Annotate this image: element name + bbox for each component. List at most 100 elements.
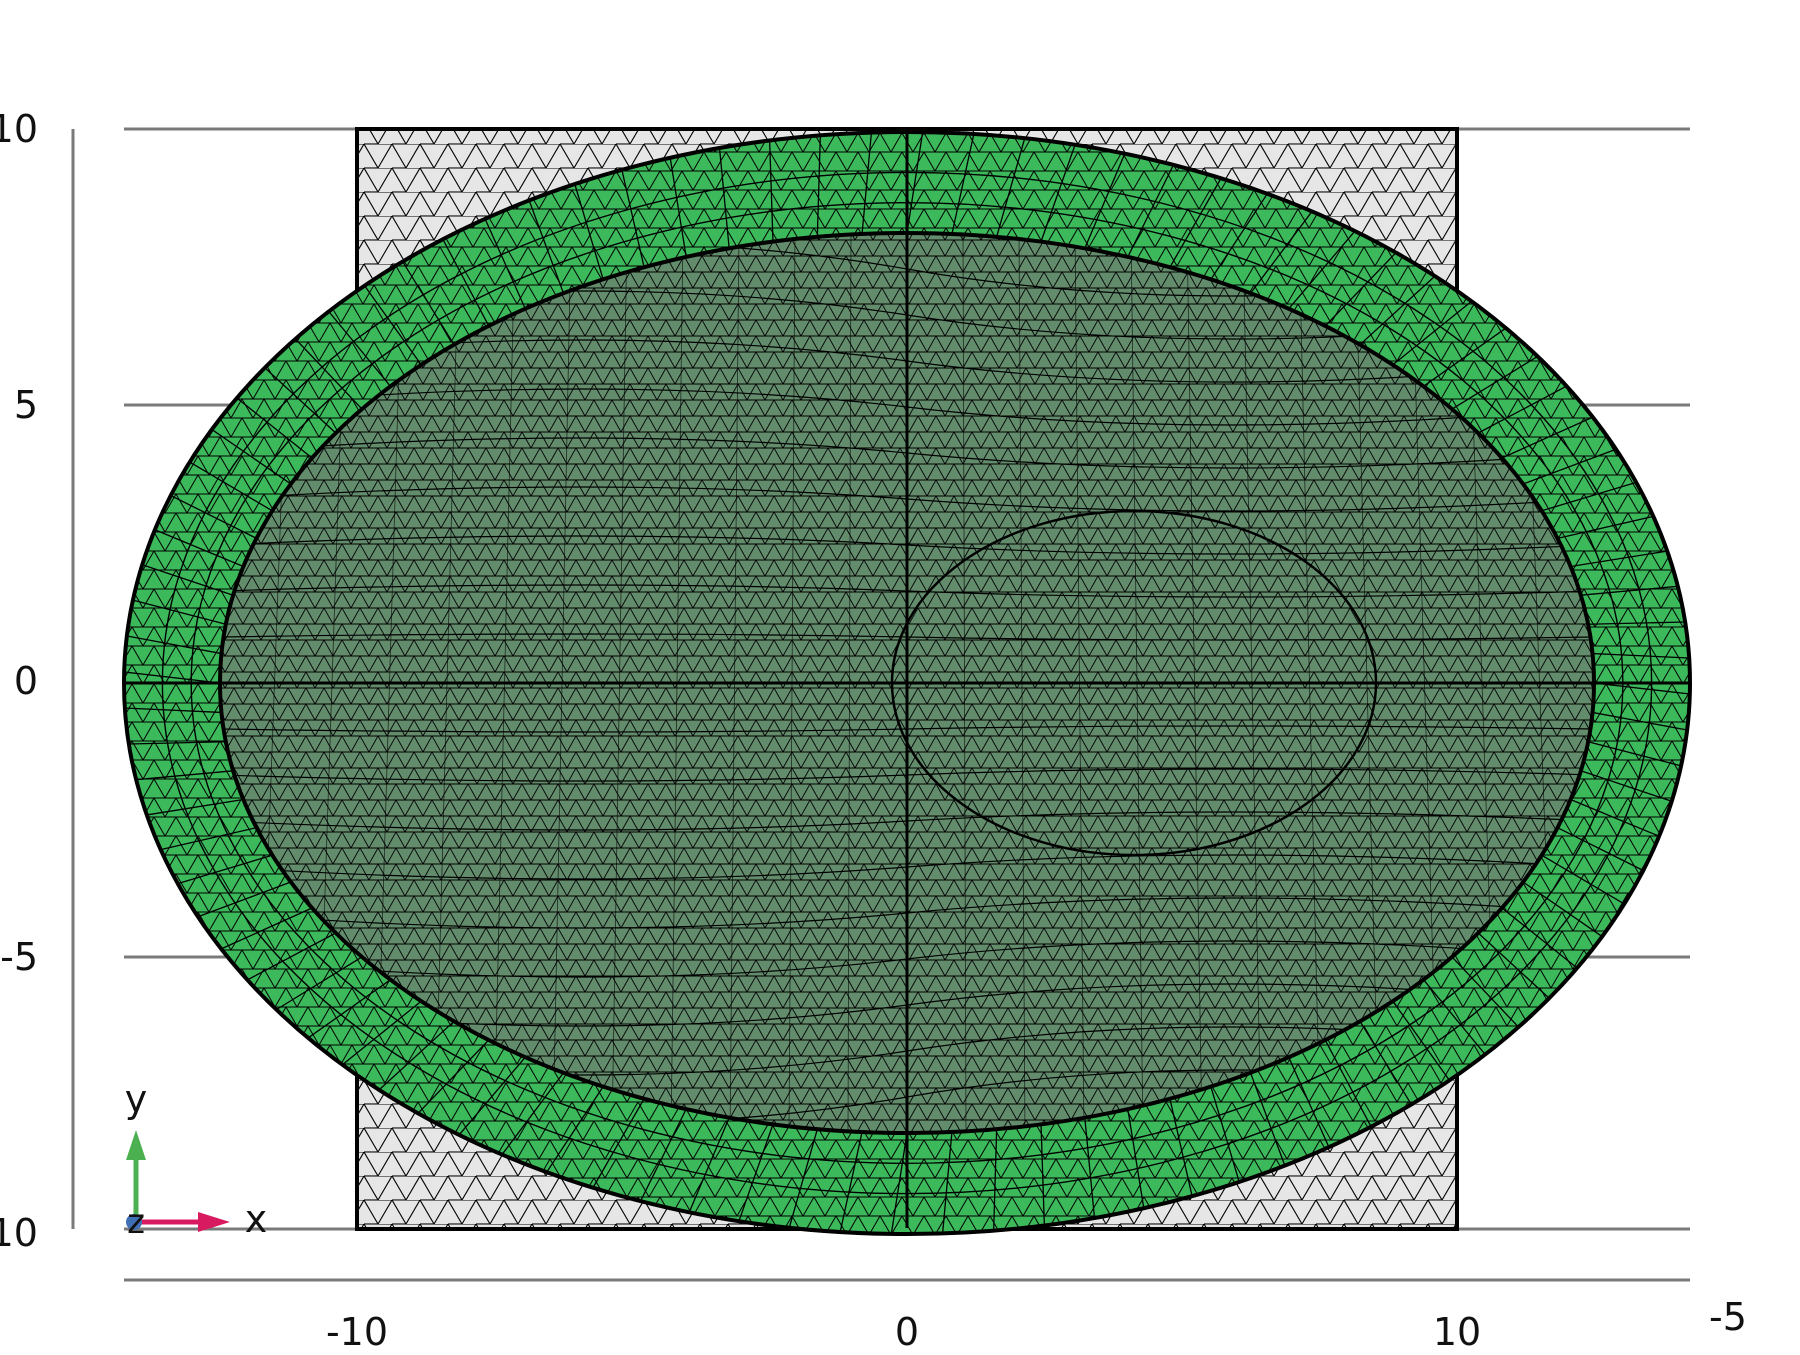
mesh-edge [688, 1117, 730, 1213]
mesh-edge [417, 1039, 490, 1114]
x-axis-arrow-icon [198, 1212, 230, 1232]
mesh-edge [189, 461, 273, 512]
mesh-edge [124, 671, 221, 684]
mesh-edge [142, 564, 234, 596]
mesh-edge [639, 1108, 687, 1202]
mesh-edge [484, 218, 526, 310]
mesh-edge [124, 707, 222, 714]
mesh-edge [1359, 1020, 1412, 1105]
mesh-edge [788, 1128, 818, 1228]
mesh-edge [402, 261, 455, 346]
mesh-edge [1288, 230, 1356, 310]
mesh-edge [993, 1129, 998, 1231]
x-tick-label: 10 [1433, 1310, 1481, 1350]
mesh-edge [177, 854, 273, 885]
mesh-edge [236, 397, 313, 459]
z-axis-dot-icon [126, 1214, 142, 1230]
mesh-edge [592, 1098, 645, 1189]
mesh-edge [718, 147, 730, 249]
mesh-edge [307, 979, 391, 1039]
mesh-edge [1127, 164, 1175, 258]
mesh-edge [528, 200, 565, 294]
mesh-edge [1592, 711, 1688, 731]
mesh-edge [1501, 416, 1594, 459]
mesh-edge [1541, 481, 1637, 512]
mesh-edge [1592, 652, 1690, 659]
mesh-edge [1169, 1098, 1193, 1197]
mesh-edge [1392, 1000, 1451, 1081]
mesh-edge [1210, 193, 1268, 280]
mesh-edge [276, 956, 363, 1011]
mesh-edge [458, 1056, 526, 1136]
mesh-edge [1522, 448, 1617, 485]
mesh-edge [1557, 827, 1644, 872]
corner-tick-label: -5 [1709, 1295, 1747, 1339]
triad-z-label: z [127, 1202, 145, 1242]
mesh-edge [890, 1132, 908, 1234]
mesh-edge [220, 907, 313, 950]
mesh-edge [1040, 144, 1076, 242]
mesh-edge [1084, 153, 1126, 249]
mesh-edge [264, 367, 337, 434]
mesh-edge [1392, 300, 1473, 366]
mesh-edge [1169, 177, 1222, 268]
mesh-edge [1541, 854, 1625, 905]
mesh-edge [1451, 956, 1520, 1028]
mesh-edge [136, 770, 234, 781]
mesh-edge [1587, 741, 1682, 767]
mesh-edge [1423, 979, 1486, 1055]
mesh-edge [1570, 550, 1668, 568]
mesh-edge [574, 183, 604, 280]
mesh-edge [951, 133, 975, 235]
mesh-edge [128, 741, 226, 745]
mesh-edge [941, 1131, 953, 1234]
mesh-edge [442, 238, 490, 327]
orientation-triad: y x z [125, 1077, 268, 1242]
mesh-edge [197, 881, 292, 918]
mesh-edge [1249, 1072, 1286, 1166]
mesh-edge [1477, 385, 1567, 434]
y-tick-label: 0 [14, 659, 38, 703]
y-tick-label: -10 [0, 1211, 38, 1255]
mesh-edge [1324, 1039, 1372, 1128]
mesh-edge [546, 1086, 604, 1173]
mesh-edge [861, 132, 873, 235]
mesh-edge [1451, 355, 1538, 410]
mesh-edge [738, 1124, 774, 1222]
mesh-edge [1593, 682, 1690, 695]
mesh-edge [621, 169, 645, 268]
y-tick-label: 5 [14, 383, 38, 427]
mesh-edge [1580, 770, 1672, 802]
mesh-edge [1557, 515, 1654, 539]
mesh-edge [247, 932, 337, 981]
mesh-edge [1127, 1109, 1145, 1209]
mesh-edge [1580, 585, 1678, 596]
mesh-edge [501, 1072, 565, 1155]
mesh-edge [1588, 621, 1686, 625]
x-tick-label: -10 [326, 1310, 388, 1350]
mesh-edge [1359, 275, 1436, 346]
mesh-edge [328, 311, 391, 387]
mesh-edge [341, 1000, 422, 1066]
mesh-edge [132, 599, 227, 625]
mesh-edge [906, 132, 924, 234]
mesh-edge [1040, 1124, 1046, 1226]
x-tick-label: 0 [895, 1310, 919, 1350]
y-tick-labels: 10 5 0 -5 -10 [0, 107, 38, 1255]
mesh-edge [170, 494, 257, 539]
mesh-edge [996, 138, 1026, 238]
mesh-edge [1522, 881, 1603, 938]
mesh-edge [1501, 907, 1578, 969]
mesh-edge [1288, 1056, 1330, 1148]
y-axis-arrow-icon [126, 1130, 146, 1160]
mesh-edge [816, 135, 821, 237]
mesh-edge [1477, 932, 1550, 999]
mesh-edge [1249, 211, 1313, 294]
mesh-edge [1210, 1086, 1240, 1183]
mesh-edge [160, 827, 257, 851]
mesh-edge [154, 529, 244, 568]
mesh-edge [1423, 327, 1507, 387]
mesh-edge [146, 798, 244, 816]
